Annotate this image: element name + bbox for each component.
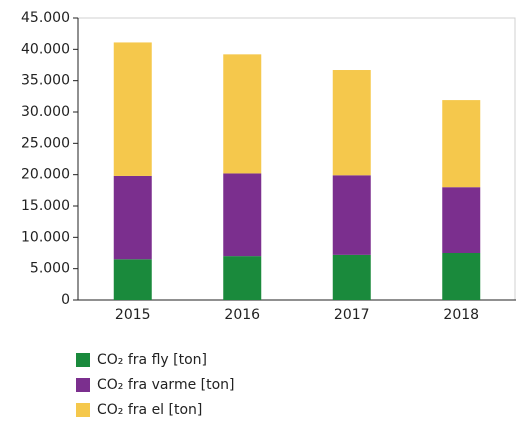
x-tick-label: 2015 (115, 307, 151, 323)
legend-swatch (76, 403, 90, 417)
y-tick-label: 10.000 (21, 229, 70, 245)
bar-segment (223, 256, 262, 300)
y-tick-label: 25.000 (21, 135, 70, 151)
legend-swatch (76, 378, 90, 392)
bar-segment (113, 42, 152, 176)
legend-swatch (76, 353, 90, 367)
bar-segment (223, 54, 262, 174)
bar-segment (332, 70, 371, 176)
y-tick-label: 5.000 (30, 261, 70, 277)
x-tick-label: 2017 (334, 307, 370, 323)
y-tick-label: 15.000 (21, 198, 70, 214)
x-tick-label: 2018 (443, 307, 479, 323)
bar-segment (442, 187, 481, 253)
legend-label: CO₂ fra el [ton] (97, 402, 202, 418)
bar-segment (223, 173, 262, 257)
legend-label: CO₂ fra fly [ton] (97, 352, 207, 368)
bar-segment (332, 254, 371, 300)
y-tick-label: 20.000 (21, 167, 70, 183)
y-tick-label: 40.000 (21, 41, 70, 57)
y-tick-label: 35.000 (21, 73, 70, 89)
legend-label: CO₂ fra varme [ton] (97, 377, 235, 393)
x-tick-label: 2016 (224, 307, 260, 323)
bar-segment (332, 175, 371, 255)
bar-segment (442, 253, 481, 300)
bar-segment (113, 259, 152, 300)
y-tick-label: 45.000 (21, 10, 70, 26)
y-tick-label: 0 (61, 292, 70, 308)
bar-segment (442, 100, 481, 188)
bar-segment (113, 175, 152, 260)
y-tick-label: 30.000 (21, 104, 70, 120)
